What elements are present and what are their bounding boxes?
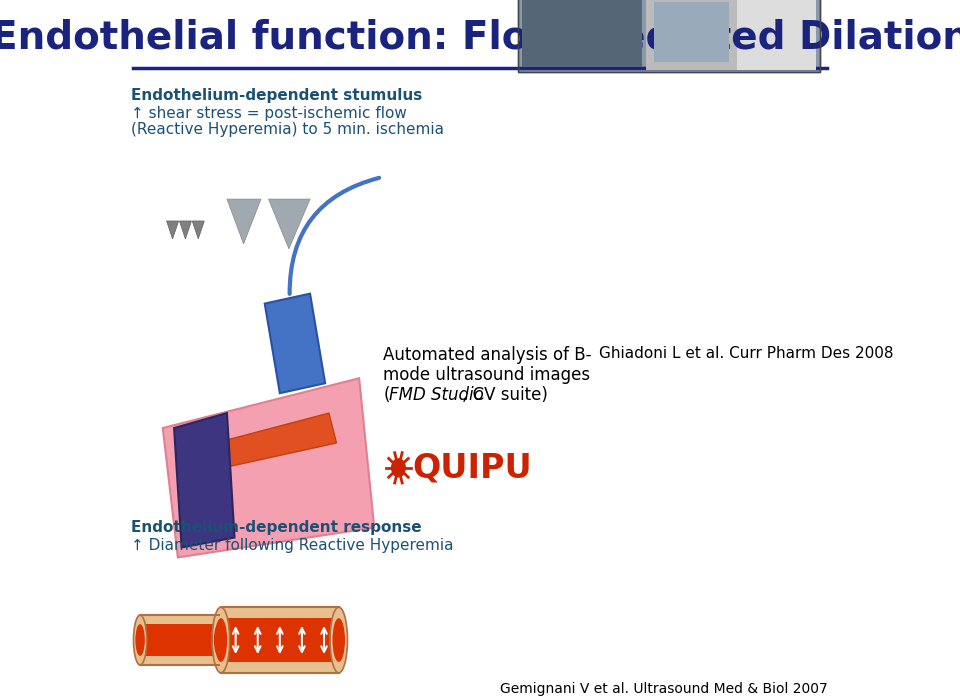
Text: Automated analysis of B-: Automated analysis of B- <box>383 347 591 364</box>
Text: (: ( <box>383 387 390 404</box>
Polygon shape <box>192 221 204 239</box>
Text: ↑ Diameter following Reactive Hyperemia: ↑ Diameter following Reactive Hyperemia <box>131 538 453 552</box>
Bar <box>646 0 737 70</box>
Ellipse shape <box>332 618 345 662</box>
Text: Endothelium-dependent stumulus: Endothelium-dependent stumulus <box>131 87 422 103</box>
Polygon shape <box>180 221 191 239</box>
Polygon shape <box>227 199 261 244</box>
Ellipse shape <box>212 607 229 673</box>
Ellipse shape <box>133 615 147 665</box>
Bar <box>517 0 820 72</box>
Text: (Reactive Hyperemia) to 5 min. ischemia: (Reactive Hyperemia) to 5 min. ischemia <box>131 122 444 138</box>
Bar <box>654 2 730 62</box>
Polygon shape <box>265 294 325 393</box>
Text: FMD Studio: FMD Studio <box>390 387 484 404</box>
Ellipse shape <box>214 624 224 656</box>
Ellipse shape <box>212 615 226 665</box>
Bar <box>521 0 642 66</box>
Bar <box>737 0 816 70</box>
Ellipse shape <box>215 618 228 662</box>
Circle shape <box>392 459 405 477</box>
Ellipse shape <box>330 607 348 673</box>
Ellipse shape <box>135 624 145 656</box>
Bar <box>517 0 820 72</box>
Bar <box>140 624 219 656</box>
Text: Endothelial function: Flow-Mediated Dilation: Endothelial function: Flow-Mediated Dila… <box>0 19 960 57</box>
Text: mode ultrasound images: mode ultrasound images <box>383 366 590 384</box>
Text: , CV suite): , CV suite) <box>462 387 548 404</box>
Bar <box>221 618 339 662</box>
Bar <box>221 607 339 673</box>
Polygon shape <box>166 221 179 239</box>
Bar <box>521 0 642 66</box>
Text: Gemignani V et al. Ultrasound Med & Biol 2007: Gemignani V et al. Ultrasound Med & Biol… <box>500 682 828 696</box>
Polygon shape <box>174 413 234 547</box>
Text: Endothelium-dependent response: Endothelium-dependent response <box>131 519 421 535</box>
Bar <box>140 615 219 665</box>
Polygon shape <box>269 199 310 249</box>
Text: QUIPU: QUIPU <box>412 452 532 484</box>
Polygon shape <box>216 413 337 468</box>
Text: Ghiadoni L et al. Curr Pharm Des 2008: Ghiadoni L et al. Curr Pharm Des 2008 <box>599 347 894 361</box>
Polygon shape <box>163 378 374 557</box>
Text: ↑ shear stress = post-ischemic flow: ↑ shear stress = post-ischemic flow <box>131 106 407 120</box>
